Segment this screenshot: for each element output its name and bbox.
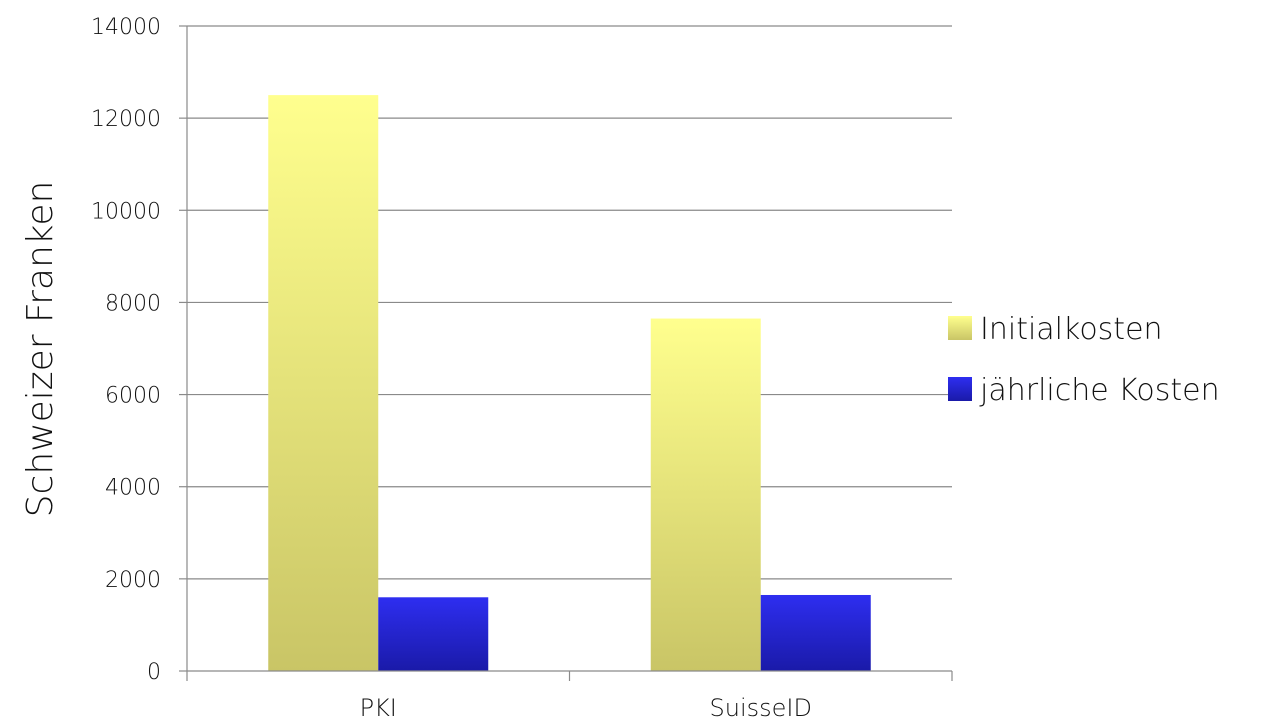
y-tick-label: 14000: [91, 15, 161, 40]
bar-pki-initialkosten: [268, 95, 379, 672]
y-axis-title: Schweizer Franken: [20, 181, 61, 518]
legend-label: jährliche Kosten: [979, 373, 1220, 408]
y-tick-label: 12000: [91, 107, 161, 132]
x-category-label: PKI: [360, 694, 397, 722]
y-tick-label: 4000: [105, 476, 161, 501]
legend: Initialkosten jährliche Kosten: [948, 312, 1220, 408]
y-tick-label: 6000: [105, 384, 161, 409]
legend-swatch: [948, 377, 972, 401]
y-tick-label: 10000: [91, 199, 161, 224]
x-category-label: SuisseID: [710, 694, 812, 722]
y-tick-labels: 0 2000 4000 6000 8000 10000 12000 14000: [91, 15, 161, 685]
y-tick-label: 0: [147, 660, 161, 685]
legend-label: Initialkosten: [980, 312, 1163, 347]
bars: [268, 95, 871, 672]
axes: [179, 25, 953, 681]
bar-suisseid-initialkosten: [650, 318, 761, 671]
legend-swatch: [948, 316, 972, 340]
y-tick-label: 2000: [105, 568, 161, 593]
x-tick-labels: PKI SuisseID: [360, 694, 812, 722]
bar-pki-jaehrliche-kosten: [378, 597, 489, 671]
y-tick-label: 8000: [105, 291, 161, 316]
bar-suisseid-jaehrliche-kosten: [760, 594, 871, 671]
